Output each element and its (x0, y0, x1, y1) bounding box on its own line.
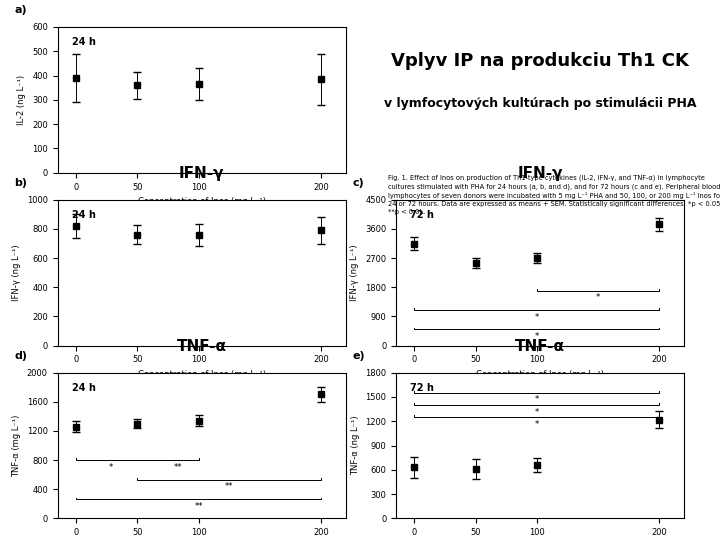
X-axis label: Concentration of Inos (mg L⁻¹): Concentration of Inos (mg L⁻¹) (138, 197, 266, 206)
Text: *: * (596, 293, 600, 302)
Text: **: ** (174, 463, 182, 472)
Text: c): c) (353, 178, 364, 188)
Text: **: ** (225, 482, 233, 491)
Text: Fig. 1. Effect of Inos on production of Th1-type cytokines (IL-2, IFN-γ, and TNF: Fig. 1. Effect of Inos on production of … (388, 175, 720, 215)
Text: **: ** (194, 502, 203, 511)
Text: 72 h: 72 h (410, 210, 434, 220)
Text: IFN-γ: IFN-γ (179, 166, 225, 181)
Text: *: * (535, 313, 539, 322)
Text: *: * (535, 408, 539, 417)
Text: b): b) (14, 178, 27, 188)
Text: e): e) (353, 351, 366, 361)
Text: IL-2: IL-2 (186, 0, 217, 3)
Text: 24 h: 24 h (72, 210, 96, 220)
Text: *: * (109, 463, 113, 472)
Text: IFN-γ: IFN-γ (517, 166, 563, 181)
Y-axis label: TNF-α (mg L⁻¹): TNF-α (mg L⁻¹) (12, 414, 21, 477)
Text: *: * (535, 420, 539, 429)
Text: *: * (535, 332, 539, 341)
Text: 24 h: 24 h (72, 383, 96, 393)
Y-axis label: IFN-γ (ng L⁻¹): IFN-γ (ng L⁻¹) (12, 245, 22, 301)
Text: a): a) (14, 5, 27, 15)
Text: *: * (535, 395, 539, 404)
Y-axis label: TNF-α (ng L⁻¹): TNF-α (ng L⁻¹) (351, 416, 359, 475)
X-axis label: Concentration of Inos (mg L⁻¹): Concentration of Inos (mg L⁻¹) (138, 370, 266, 379)
Y-axis label: IL-2 (ng L⁻¹): IL-2 (ng L⁻¹) (17, 75, 27, 125)
Text: TNF-α: TNF-α (515, 339, 565, 354)
Text: d): d) (14, 351, 27, 361)
Text: TNF-α: TNF-α (176, 339, 227, 354)
X-axis label: Concentration of Inos (mg L⁻¹): Concentration of Inos (mg L⁻¹) (476, 370, 604, 379)
Text: Vplyv IP na produkciu Th1 CK: Vplyv IP na produkciu Th1 CK (391, 52, 689, 70)
Text: 72 h: 72 h (410, 383, 434, 393)
Y-axis label: IFN-γ (ng L⁻¹): IFN-γ (ng L⁻¹) (351, 245, 359, 301)
Text: v lymfocytových kultúrach po stimulácii PHA: v lymfocytových kultúrach po stimulácii … (384, 97, 696, 110)
Text: 24 h: 24 h (72, 37, 96, 47)
